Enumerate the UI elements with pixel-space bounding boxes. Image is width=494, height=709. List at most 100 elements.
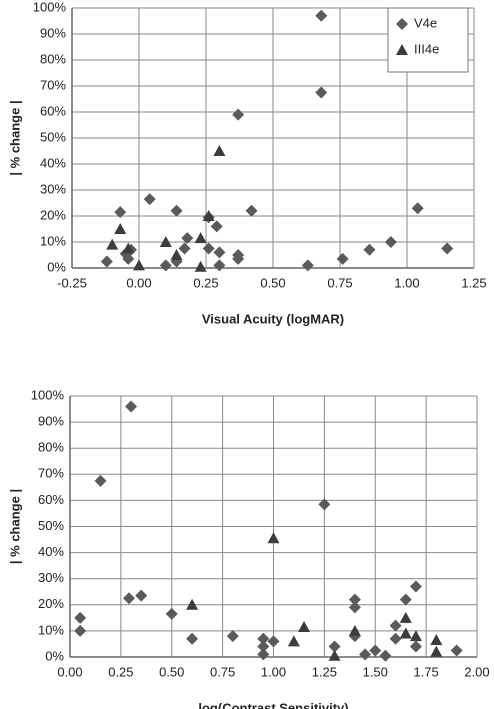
x-tick-label: 1.25: [461, 275, 486, 290]
diamond-marker: [369, 644, 382, 657]
x-tick-label: -0.25: [57, 275, 87, 290]
diamond-marker: [348, 593, 361, 606]
diamond-marker: [336, 252, 349, 265]
x-tick-label: 0.50: [260, 275, 285, 290]
y-tick-label: 90%: [38, 414, 64, 429]
y-tick-label: 0%: [47, 259, 66, 274]
triangle-marker: [194, 232, 207, 244]
y-tick-label: 100%: [31, 387, 65, 402]
y-tick-label: 30%: [40, 181, 66, 196]
triangle-marker: [186, 598, 199, 610]
diamond-marker: [396, 18, 408, 30]
diamond-marker: [409, 580, 422, 593]
diamond-marker: [257, 640, 270, 653]
x-tick-label: 0.00: [126, 275, 151, 290]
y-tick-label: 0%: [45, 648, 64, 663]
y-tick-label: 10%: [38, 622, 64, 637]
y-tick-label: 50%: [38, 518, 64, 533]
diamond-marker: [301, 259, 314, 272]
x-axis-title: log(Contrast Sensitivity): [198, 700, 348, 709]
y-tick-label: 60%: [38, 492, 64, 507]
y-tick-label: 40%: [38, 544, 64, 559]
diamond-marker: [123, 592, 136, 605]
x-tick-label: 1.50: [363, 664, 388, 679]
diamond-marker: [245, 204, 258, 217]
diamond-marker: [399, 593, 412, 606]
x-tick-label: 1.00: [394, 275, 419, 290]
diamond-marker: [202, 242, 215, 255]
diamond-marker: [441, 242, 454, 255]
diamond-marker: [181, 232, 194, 245]
diamond-marker: [450, 644, 463, 657]
diamond-marker: [379, 649, 392, 662]
y-tick-label: 20%: [40, 207, 66, 222]
legend-label: III4e: [414, 41, 439, 56]
diamond-marker: [114, 206, 127, 219]
triangle-marker: [298, 620, 311, 632]
triangle-marker: [267, 532, 280, 544]
x-tick-label: 1.75: [413, 664, 438, 679]
triangle-marker: [396, 44, 408, 55]
triangle-marker: [399, 627, 412, 639]
diamond-marker: [363, 243, 376, 256]
diamond-marker: [170, 204, 183, 217]
y-tick-label: 100%: [33, 0, 67, 14]
triangle-marker: [287, 635, 300, 647]
diamond-marker: [135, 589, 148, 602]
triangle-marker: [122, 242, 135, 254]
diamond-marker: [318, 498, 331, 511]
y-tick-label: 70%: [38, 466, 64, 481]
y-tick-label: 30%: [38, 570, 64, 585]
legend-label: V4e: [414, 15, 437, 30]
triangle-marker: [409, 630, 422, 642]
diamond-marker: [74, 624, 87, 637]
y-tick-label: 70%: [40, 77, 66, 92]
diamond-marker: [178, 242, 191, 255]
triangle-marker: [213, 145, 226, 156]
y-tick-label: 20%: [38, 596, 64, 611]
triangle-marker: [430, 634, 443, 646]
x-tick-label: 1.25: [312, 664, 337, 679]
y-tick-label: 60%: [40, 103, 66, 118]
diamond-marker: [210, 220, 223, 233]
x-tick-label: 0.25: [108, 664, 133, 679]
diamond-marker: [165, 607, 178, 620]
diamond-marker: [213, 246, 226, 259]
diamond-marker: [257, 648, 270, 661]
x-axis-title: Visual Acuity (logMAR): [202, 311, 344, 326]
triangle-marker: [194, 260, 207, 272]
diamond-marker: [119, 247, 132, 260]
diamond-marker: [409, 640, 422, 653]
diamond-marker: [94, 474, 107, 487]
diamond-marker: [257, 632, 270, 645]
diamond-marker: [389, 619, 402, 632]
diamond-marker: [159, 259, 172, 272]
x-tick-label: 0.75: [210, 664, 235, 679]
y-tick-label: 80%: [40, 51, 66, 66]
y-tick-label: 10%: [40, 233, 66, 248]
triangle-marker: [106, 238, 119, 250]
diamond-marker: [143, 193, 156, 206]
diamond-marker: [125, 400, 138, 413]
triangle-marker: [133, 259, 145, 271]
triangle-marker: [159, 236, 172, 247]
diamond-marker: [389, 632, 402, 645]
diamond-marker: [359, 648, 372, 661]
diamond-marker: [232, 108, 245, 121]
triangle-marker: [399, 611, 412, 623]
diamond-marker: [74, 611, 87, 624]
diamond-marker: [348, 601, 361, 614]
diamond-marker: [226, 630, 239, 643]
y-tick-label: 50%: [40, 129, 66, 144]
x-tick-label: 2.00: [464, 664, 489, 679]
diamond-marker: [411, 202, 424, 215]
diamond-marker: [186, 632, 199, 645]
x-tick-label: 1.00: [261, 664, 286, 679]
x-tick-label: 0.75: [327, 275, 352, 290]
triangle-marker: [170, 249, 183, 260]
y-tick-label: 90%: [40, 25, 66, 40]
triangle-marker: [114, 223, 127, 234]
y-tick-label: 40%: [40, 155, 66, 170]
triangle-marker: [430, 645, 443, 657]
y-axis-title: | % change |: [7, 100, 22, 175]
